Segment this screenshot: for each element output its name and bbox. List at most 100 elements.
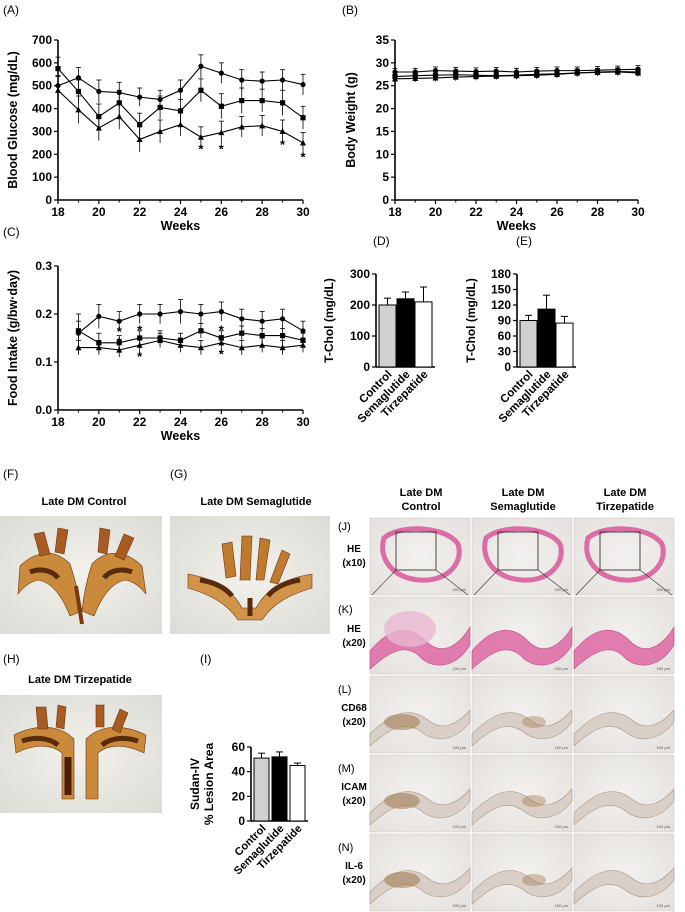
vessel-wall-section [380,526,462,583]
I-bar-tirzepatide [289,765,306,822]
B-series-2-point [574,69,581,76]
A-x-label: Weeks [161,219,200,233]
C-series-0-point [259,318,265,324]
A-series-0-point [300,81,306,88]
positive-staining-region [384,793,420,809]
histology-grid: 200 μm 200 μm 200 μm 100 μm 100 μm 100 μm 100 … [369,517,675,912]
C-significance-mark: * [117,324,123,339]
A-series-2-point [116,113,123,120]
C-series-2-point [177,342,184,348]
scale-bar-label: 100 μm [555,824,569,829]
A-series-0-point [279,77,286,83]
histology-tile-bg [369,833,471,912]
C-series-2-point [279,344,286,351]
scale-bar-label: 100 μm [453,824,467,829]
zoom-inset-box [395,531,437,571]
B-series-2-point [594,69,601,76]
B-y-tick-label: 30 [376,56,390,70]
panel-label-f: (F) [3,467,18,481]
scale-bar-label: 100 μm [453,666,467,671]
E-y-tick-label: 150 [491,283,511,297]
E-y-tick-label: 180 [491,267,511,281]
histology-tile-bg [471,754,573,833]
scale-bar-label: 100 μm [555,745,569,750]
vessel-wall-section [584,526,666,583]
C-x-tick-label: 28 [255,415,269,429]
A-series-1-point [259,97,265,104]
plaque-region [384,611,436,647]
photo-title-g: Late DM Semaglutide [200,496,311,508]
histology-tile-r4-c1: 100 μm [369,754,471,833]
zoom-connector-left [575,569,601,596]
zoom-inset-box [497,531,539,571]
panel-label-e: (E) [516,234,532,248]
B-x-tick-label: 20 [429,205,443,219]
D-y-tick-label: 200 [350,298,370,312]
C-series-0-line [78,311,304,334]
C-series-1-point [259,333,265,339]
C-series-0-point [157,311,163,317]
C-significance-mark: * [219,346,225,361]
A-y-tick-label: 100 [32,170,52,184]
C-x-tick-label: 24 [174,415,188,429]
A-y-tick-label: 200 [32,147,52,161]
A-series-0-point [239,77,245,83]
B-series-2-point [635,69,641,76]
A-significance-mark: * [219,141,225,156]
A-series-2-point [197,133,204,140]
histology-row-2-stain: HE [347,624,361,635]
A-x-tick-label: 28 [255,205,269,219]
I-bar-semaglutide [271,756,288,822]
zoom-connector-right [639,569,673,596]
vessel-wall-section [482,526,564,583]
A-x-tick-label: 30 [296,205,310,219]
ihc-stained-wall [471,867,573,905]
I-y-label: % Lesion Area [202,743,216,826]
aorta-photo-control [0,516,162,634]
A-series-2-point [279,128,286,135]
histology-row-4-stain: ICAM [341,782,367,793]
B-y-tick-label: 25 [376,79,390,93]
E-bar-tirzepatide [555,322,574,368]
C-series-0-point [137,311,143,317]
E-y-label: T-Chol (mg/dL) [464,278,478,363]
B-series-2-point [614,68,621,75]
scale-bar-label: 200 μm [453,587,467,592]
histology-col-2-line1: Late DM [502,487,545,499]
A-series-1-point [55,65,61,72]
A-y-tick-label: 500 [32,79,52,93]
scale-bar-label: 200 μm [657,587,671,592]
C-y-tick-label: 0.2 [35,307,52,321]
scale-bar-label: 100 μm [453,745,467,750]
A-y-tick-label: 600 [32,56,52,70]
histology-tile-r3-c3: 100 μm [573,675,675,754]
B-x-tick-label: 26 [550,205,564,219]
scale-bar-label: 100 μm [657,824,671,829]
E-y-tick-label: 90 [498,314,512,328]
C-x-tick-label: 18 [51,415,65,429]
panel-label-b: (B) [342,3,358,17]
C-series-2-point [75,344,82,351]
D-y-tick-label: 300 [350,267,370,281]
histology-tile-bg [369,675,471,754]
C-series-1-point [198,328,204,334]
A-series-2-point [95,124,102,131]
B-y-tick-label: 10 [376,147,390,161]
histology-tile-bg [573,754,675,833]
ihc-stained-wall [471,788,573,826]
panel-label-l: (L) [338,684,351,696]
ihc-stained-wall [573,788,675,826]
histology-tile-r4-c2: 100 μm [471,754,573,833]
A-series-1-point [300,115,306,121]
histology-row-1-mag: (x10) [342,558,365,569]
A-series-1-point [177,108,184,114]
B-series-2-point [392,75,398,82]
C-series-0-point [177,309,184,315]
B-y-tick-label: 15 [376,124,390,138]
scale-bar-label: 100 μm [657,666,671,671]
histology-tile-r2-c3: 100 μm [573,596,675,675]
B-series-2-point [513,72,520,79]
B-series-2-point [533,72,540,78]
